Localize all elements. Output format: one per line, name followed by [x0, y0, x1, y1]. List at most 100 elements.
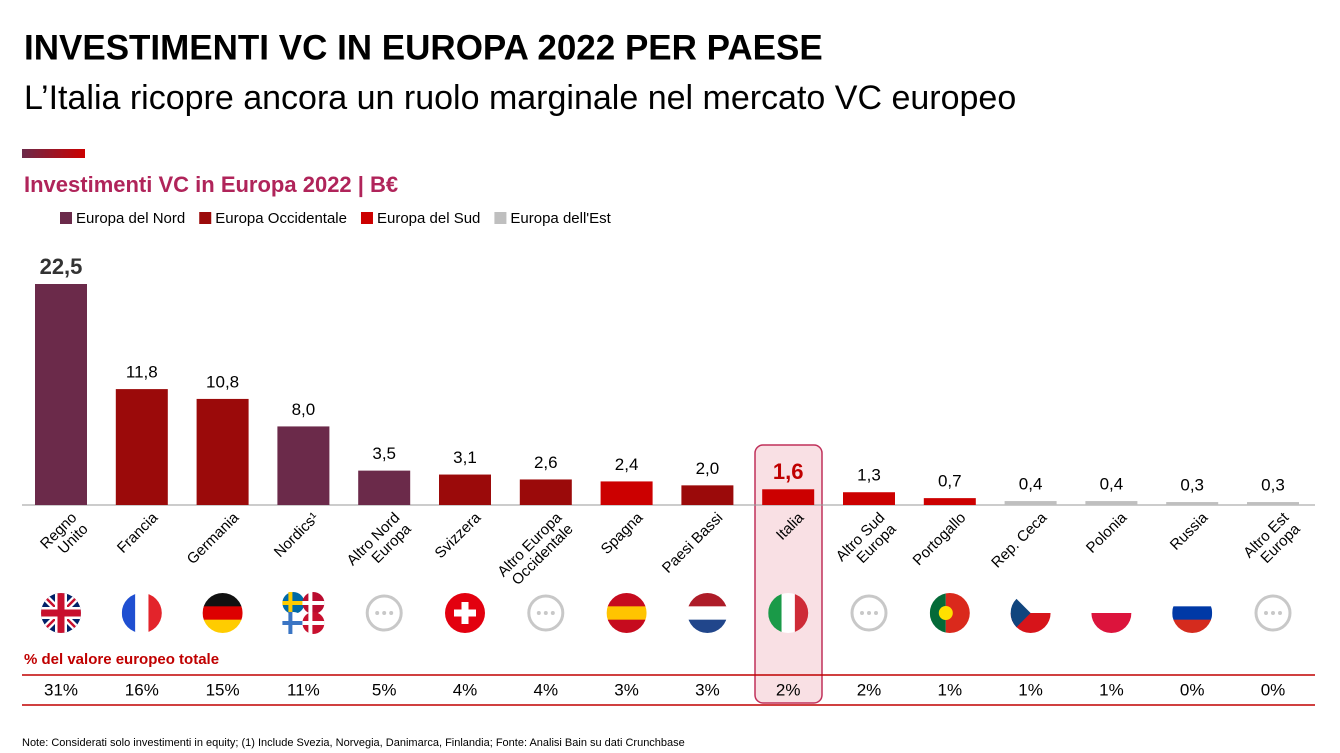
flag-part — [687, 619, 728, 633]
flag-part — [302, 621, 325, 625]
share-label: 0% — [1261, 680, 1286, 699]
value-label: 1,3 — [857, 466, 881, 485]
share-label: 2% — [857, 680, 882, 699]
flag-part — [687, 593, 728, 607]
value-label: 0,3 — [1261, 476, 1285, 495]
placeholder-dot — [382, 611, 387, 615]
flag-part — [202, 619, 243, 633]
bar — [35, 284, 87, 505]
value-label: 11,8 — [126, 363, 158, 382]
legend-label: Europa del Sud — [377, 210, 480, 227]
value-label: 2,6 — [534, 453, 558, 472]
value-label: 1,6 — [773, 459, 804, 484]
flag — [768, 593, 809, 633]
flag-part — [202, 593, 243, 607]
flag — [121, 593, 162, 633]
share-title: % del valore europeo totale — [24, 651, 219, 668]
bar — [439, 474, 491, 505]
flag-part — [1091, 613, 1132, 633]
chart-title: Investimenti VC in Europa 2022 | B€ — [24, 172, 398, 197]
placeholder-dot — [867, 611, 871, 615]
share-label: 5% — [372, 680, 397, 699]
share-label: 3% — [695, 680, 720, 699]
flag-part — [308, 612, 313, 634]
flag-part — [57, 593, 65, 633]
share-label: 0% — [1180, 680, 1205, 699]
flag — [1091, 593, 1132, 633]
flag-part — [606, 593, 647, 607]
legend-label: Europa Occidentale — [215, 210, 347, 227]
flag — [527, 594, 565, 632]
placeholder-dot — [543, 611, 548, 615]
bar — [358, 470, 411, 505]
flag-part — [148, 593, 162, 633]
flag-part — [781, 593, 796, 633]
bar — [115, 389, 168, 505]
placeholder-dot — [1278, 611, 1282, 615]
flag-part — [202, 606, 243, 621]
flag — [606, 593, 647, 633]
flag-part — [606, 606, 647, 621]
flag-part — [282, 601, 305, 605]
flag-part — [1091, 593, 1132, 613]
legend-label: Europa del Nord — [76, 210, 185, 227]
placeholder-dot — [550, 611, 555, 615]
share-label: 4% — [534, 680, 559, 699]
share-label: 15% — [206, 680, 240, 699]
bar — [600, 481, 653, 505]
flag-part — [308, 592, 313, 614]
share-label: 3% — [614, 680, 639, 699]
flag-part — [938, 606, 953, 620]
value-label: 8,0 — [292, 400, 316, 419]
share-label: 2% — [776, 680, 801, 699]
value-label: 3,1 — [453, 448, 477, 467]
flag — [1172, 593, 1213, 633]
share-label: 16% — [125, 680, 159, 699]
share-label: 4% — [453, 680, 478, 699]
share-label: 1% — [1018, 680, 1043, 699]
flag — [850, 594, 888, 632]
bar — [923, 498, 976, 505]
flag-part — [1172, 619, 1213, 633]
flag-part — [461, 602, 469, 624]
flag-part — [282, 621, 305, 625]
share-label: 1% — [938, 680, 963, 699]
flag — [445, 593, 485, 633]
flag-part — [288, 592, 293, 614]
bar — [1085, 501, 1138, 505]
bar — [762, 489, 815, 505]
accent-bar — [22, 149, 85, 158]
share-label: 1% — [1099, 680, 1124, 699]
flag — [365, 594, 403, 632]
subtitle: L’Italia ricopre ancora un ruolo margina… — [24, 79, 1016, 117]
value-label: 0,4 — [1100, 475, 1124, 494]
flag-part — [1172, 593, 1213, 607]
share-label: 31% — [44, 680, 78, 699]
bar — [277, 426, 330, 505]
share-label: 11% — [287, 680, 320, 699]
value-label: 0,4 — [1019, 475, 1043, 494]
bar — [681, 485, 734, 505]
legend-swatch — [494, 212, 507, 224]
bar — [519, 479, 572, 505]
placeholder-dot — [1271, 611, 1275, 615]
placeholder-dot — [536, 611, 541, 615]
flag — [202, 593, 243, 633]
bar — [1166, 502, 1219, 505]
flag-part — [1172, 606, 1213, 621]
highlight-box — [754, 444, 823, 704]
placeholder-dot — [375, 611, 380, 615]
value-label: 0,3 — [1180, 476, 1204, 495]
footnote: Note: Considerati solo investimenti in e… — [22, 737, 685, 749]
placeholder-dot — [1264, 611, 1268, 615]
legend-swatch — [360, 212, 373, 224]
flag-part — [135, 593, 149, 633]
flag-part — [768, 593, 783, 633]
flag — [687, 593, 728, 633]
placeholder-dot — [860, 611, 864, 615]
legend-swatch — [199, 212, 212, 224]
bar — [196, 398, 249, 505]
placeholder-dot — [389, 611, 394, 615]
